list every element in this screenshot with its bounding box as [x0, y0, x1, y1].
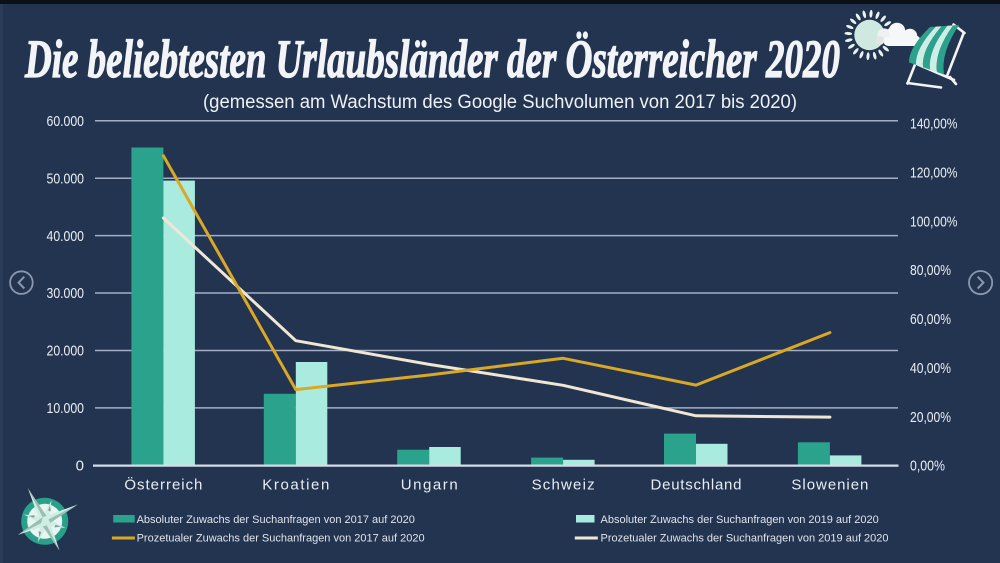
svg-text:Österreich: Österreich	[124, 476, 202, 494]
svg-text:30.000: 30.000	[47, 285, 85, 302]
svg-text:Schweiz: Schweiz	[532, 477, 595, 494]
svg-text:0,00%: 0,00%	[910, 458, 945, 475]
svg-text:80,00%: 80,00%	[910, 262, 951, 279]
svg-text:40.000: 40.000	[47, 228, 85, 245]
svg-text:60,00%: 60,00%	[910, 311, 951, 328]
svg-text:Absoluter Zuwachs der Suchanfr: Absoluter Zuwachs der Suchanfragen von 2…	[601, 514, 879, 526]
svg-text:10.000: 10.000	[47, 400, 85, 417]
svg-text:40,00%: 40,00%	[910, 360, 951, 377]
svg-text:140,00%: 140,00%	[910, 116, 958, 133]
svg-text:20.000: 20.000	[47, 343, 85, 360]
svg-text:100,00%: 100,00%	[910, 213, 958, 230]
svg-text:Slowenien: Slowenien	[791, 477, 868, 494]
svg-text:Prozetualer Zuwachs der Suchan: Prozetualer Zuwachs der Suchanfragen von…	[137, 533, 425, 545]
svg-text:60.000: 60.000	[47, 113, 85, 130]
svg-text:20,00%: 20,00%	[910, 409, 951, 426]
svg-text:Deutschland: Deutschland	[651, 477, 742, 494]
svg-text:Die beliebtesten Urlaubsländer: Die beliebtesten Urlaubsländer der Öster…	[24, 29, 840, 89]
svg-text:0: 0	[76, 458, 84, 475]
svg-text:Absoluter Zuwachs der Suchanfr: Absoluter Zuwachs der Suchanfragen von 2…	[137, 514, 415, 526]
svg-text:50.000: 50.000	[47, 170, 85, 187]
svg-text:Prozetualer Zuwachs der Suchan: Prozetualer Zuwachs der Suchanfragen von…	[601, 533, 889, 545]
svg-text:120,00%: 120,00%	[910, 164, 958, 181]
svg-text:(gemessen am Wachstum des Goo: (gemessen am Wachstum des Google Suchvol…	[203, 92, 797, 113]
svg-text:Kroatien: Kroatien	[262, 477, 329, 494]
svg-text:Ungarn: Ungarn	[401, 477, 458, 494]
